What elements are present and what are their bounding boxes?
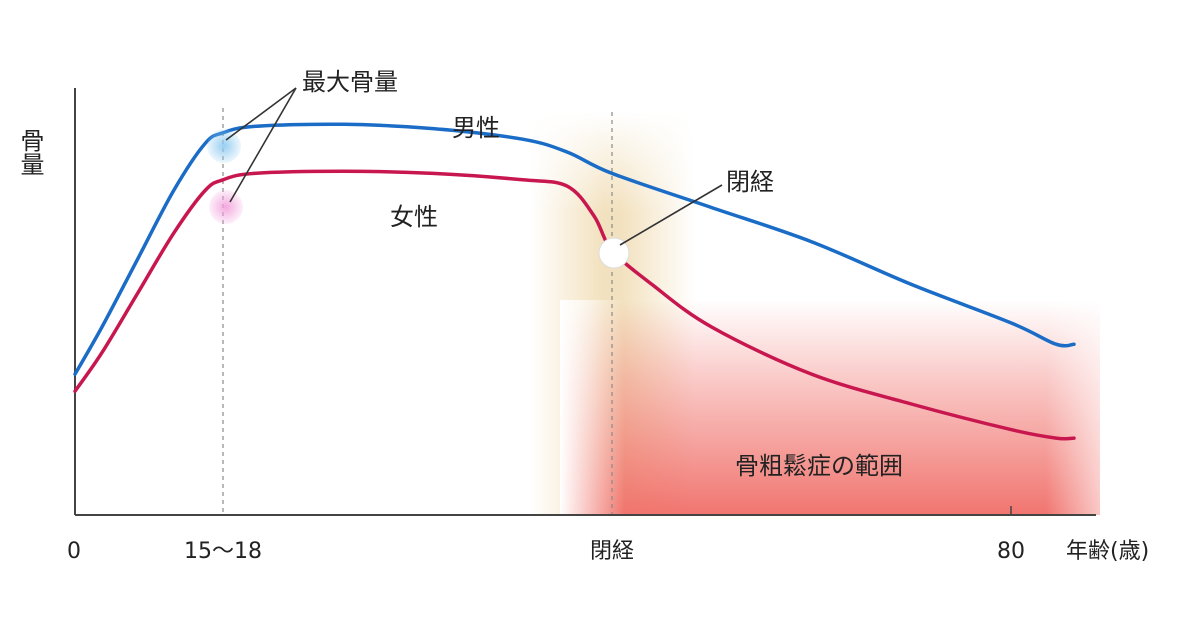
menopause-annotation-label: 閉経 xyxy=(726,168,774,196)
female-peak-marker xyxy=(209,190,243,224)
series-line-female xyxy=(73,169,1076,441)
peak-leader-line-male xyxy=(225,87,297,141)
menopause-marker xyxy=(598,237,630,269)
y-axis-label: 骨量 xyxy=(16,128,44,176)
series-line-male xyxy=(73,122,1076,376)
peak-bone-mass-label: 最大骨量 xyxy=(302,68,398,96)
osteoporosis-zone xyxy=(560,300,1100,515)
x-axis-label: 年齢(歳) xyxy=(1066,539,1149,564)
x-tick-label-80: 80 xyxy=(997,539,1025,564)
x-tick-label-menopause: 閉経 xyxy=(590,539,634,564)
series-label-female: 女性 xyxy=(390,203,438,231)
x-tick-label-0: 0 xyxy=(67,539,81,564)
menopause-leader-line xyxy=(619,184,723,246)
series-label-male: 男性 xyxy=(452,114,500,142)
osteoporosis-range-label: 骨粗鬆症の範囲 xyxy=(735,452,903,480)
peak-leader-line-female xyxy=(229,87,297,203)
male-peak-marker xyxy=(207,129,241,163)
x-tick-label-15-18: 15〜18 xyxy=(184,539,262,564)
